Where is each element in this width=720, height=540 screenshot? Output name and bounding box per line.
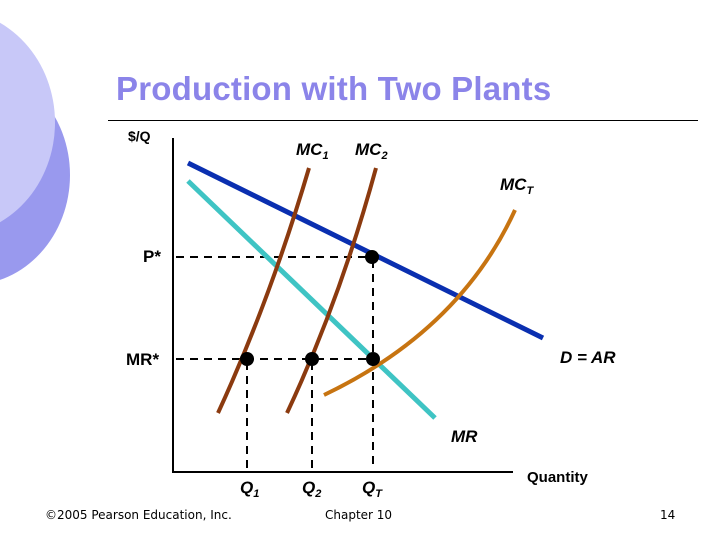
point-demand-qt <box>365 250 379 264</box>
demand-label: D = AR <box>560 348 616 367</box>
qt-label: QT <box>362 478 383 500</box>
point-mc2-mrstar <box>305 352 319 366</box>
footer-copyright: ©2005 Pearson Education, Inc. <box>45 508 232 522</box>
y-axis-label: $/Q <box>128 128 151 144</box>
q2-label: Q2 <box>302 478 321 500</box>
footer-page-number: 14 <box>660 508 676 522</box>
point-mc1-mrstar <box>240 352 254 366</box>
equilibrium-points <box>240 250 380 366</box>
x-axis-label: Quantity <box>527 469 588 486</box>
slide-title: Production with Two Plants <box>116 70 552 107</box>
point-mct-mr <box>366 352 380 366</box>
mr-label: MR <box>451 427 478 446</box>
demand-curve <box>186 160 545 341</box>
p-star-label: P* <box>143 247 161 266</box>
mct-label: MCT <box>500 175 534 197</box>
mc2-curve <box>285 167 378 414</box>
mct-curve <box>323 209 517 397</box>
title-divider <box>108 120 698 121</box>
mc2-label: MC2 <box>355 140 388 162</box>
guide-lines <box>176 256 374 470</box>
q1-label: Q1 <box>240 478 259 500</box>
mr-curve <box>186 179 437 420</box>
mc1-curve <box>216 167 311 414</box>
footer-chapter: Chapter 10 <box>325 508 393 522</box>
mc1-label: MC1 <box>296 140 329 162</box>
mr-star-label: MR* <box>126 350 159 369</box>
